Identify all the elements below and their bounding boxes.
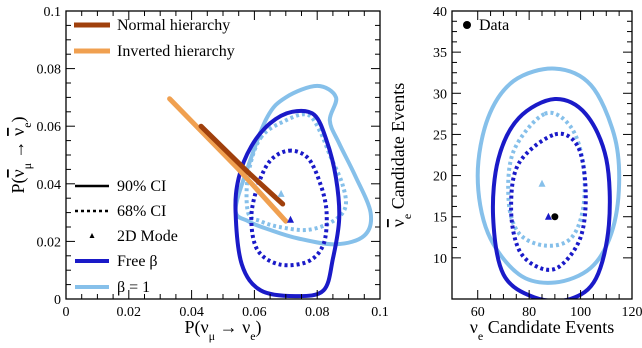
mode-marker <box>544 212 552 220</box>
legend-right: Data <box>463 17 509 34</box>
left-x-axis-label: P(νμ → νe) <box>184 317 261 343</box>
y-tick-label: 25 <box>433 128 447 143</box>
legend-marker-data <box>463 21 471 29</box>
x-tick-label: 100 <box>570 305 591 320</box>
mode-marker <box>287 215 295 223</box>
legend-label-data: Data <box>479 17 509 34</box>
contour-beta1_68 <box>506 110 587 248</box>
x-tick-label: 0.08 <box>305 305 330 320</box>
y-tick-label: 0.06 <box>37 120 62 135</box>
right-plot-content <box>475 66 622 299</box>
y-tick-label: 40 <box>433 5 447 20</box>
hierarchy-band <box>198 123 286 207</box>
legend-top: Normal hierarchy Inverted hierarchy <box>74 17 235 60</box>
x-tick-label: 60 <box>471 305 485 320</box>
hierarchy-band <box>167 96 289 224</box>
right-contour-layer <box>475 66 622 299</box>
left-ticks: 0 0.02 0.04 0.06 0.08 0.1 0 0.02 0.04 0.06 0.08 0.1 <box>37 5 389 320</box>
x-tick-label: 80 <box>522 305 536 320</box>
legend-label-free-beta: Free β <box>117 253 158 270</box>
x-tick-label: 0.1 <box>371 305 389 320</box>
legend-label-2d-mode: 2D Mode <box>117 228 178 245</box>
left-plot-content <box>167 83 374 299</box>
y-tick-label: 0.1 <box>44 5 62 20</box>
legend-bottom: 90% CI 68% CI 2D Mode Free β β = 1 <box>75 178 178 296</box>
legend-entry-2d-mode: 2D Mode <box>89 228 178 245</box>
y-tick-label: 0.08 <box>37 63 62 78</box>
legend-marker-2d-mode <box>89 233 95 238</box>
contour-free_68 <box>509 131 588 272</box>
right-mode-layer <box>538 179 552 220</box>
x-tick-label: 0.06 <box>242 305 267 320</box>
contour-free_90 <box>233 108 342 299</box>
y-tick-label: 0.02 <box>37 235 62 250</box>
legend-label-normal-hierarchy: Normal hierarchy <box>117 17 230 34</box>
y-tick-label: 20 <box>433 170 447 185</box>
contour-free_90 <box>490 96 612 299</box>
contour-free_68 <box>249 148 329 268</box>
left-hierarchy-layer <box>167 96 289 224</box>
legend-entry-beta-one: β = 1 <box>75 279 150 296</box>
right-x-axis-label: νe Candidate Events <box>470 317 614 343</box>
mode-marker <box>538 179 546 187</box>
x-tick-label: 0.02 <box>117 305 142 320</box>
left-y-axis-label: P(νμ → νe) <box>8 116 34 193</box>
y-tick-label: 35 <box>433 46 447 61</box>
legend-entry-normal-hierarchy: Normal hierarchy <box>74 17 230 34</box>
y-tick-label: 0 <box>54 293 61 308</box>
y-tick-label: 0.04 <box>37 178 62 193</box>
legend-label-inverted-hierarchy: Inverted hierarchy <box>117 43 235 60</box>
legend-entry-inverted-hierarchy: Inverted hierarchy <box>74 43 235 60</box>
legend-entry-68-ci: 68% CI <box>75 203 166 220</box>
left-mode-layer <box>277 189 295 223</box>
contour-beta1_90 <box>475 66 622 285</box>
y-tick-label: 30 <box>433 87 447 102</box>
legend-label-68-ci: 68% CI <box>117 203 166 220</box>
right-data-layer <box>551 213 559 221</box>
legend-label-beta-one: β = 1 <box>117 279 150 296</box>
mode-marker <box>277 189 285 197</box>
contour-beta1_90 <box>233 83 374 247</box>
x-tick-label: 120 <box>622 305 642 320</box>
y-tick-label: 15 <box>433 211 447 226</box>
left-panel: 0 0.02 0.04 0.06 0.08 0.1 0 0.02 0.04 0.06 0.08 0.1… <box>8 5 389 343</box>
right-panel: 60 80 100 120 10 15 20 25 30 35 40 νe Candidate Ev… <box>388 5 642 343</box>
legend-entry-90-ci: 90% CI <box>75 178 166 195</box>
data-point <box>551 213 559 221</box>
x-tick-label: 0.04 <box>179 305 204 320</box>
right-ticks: 60 80 100 120 10 15 20 25 30 35 40 <box>433 5 642 320</box>
legend-entry-free-beta: Free β <box>75 253 158 270</box>
legend-label-90-ci: 90% CI <box>117 178 166 195</box>
y-tick-label: 10 <box>433 252 447 267</box>
right-y-axis-label: νe Candidate Events <box>388 83 414 227</box>
x-tick-label: 0 <box>63 305 70 320</box>
